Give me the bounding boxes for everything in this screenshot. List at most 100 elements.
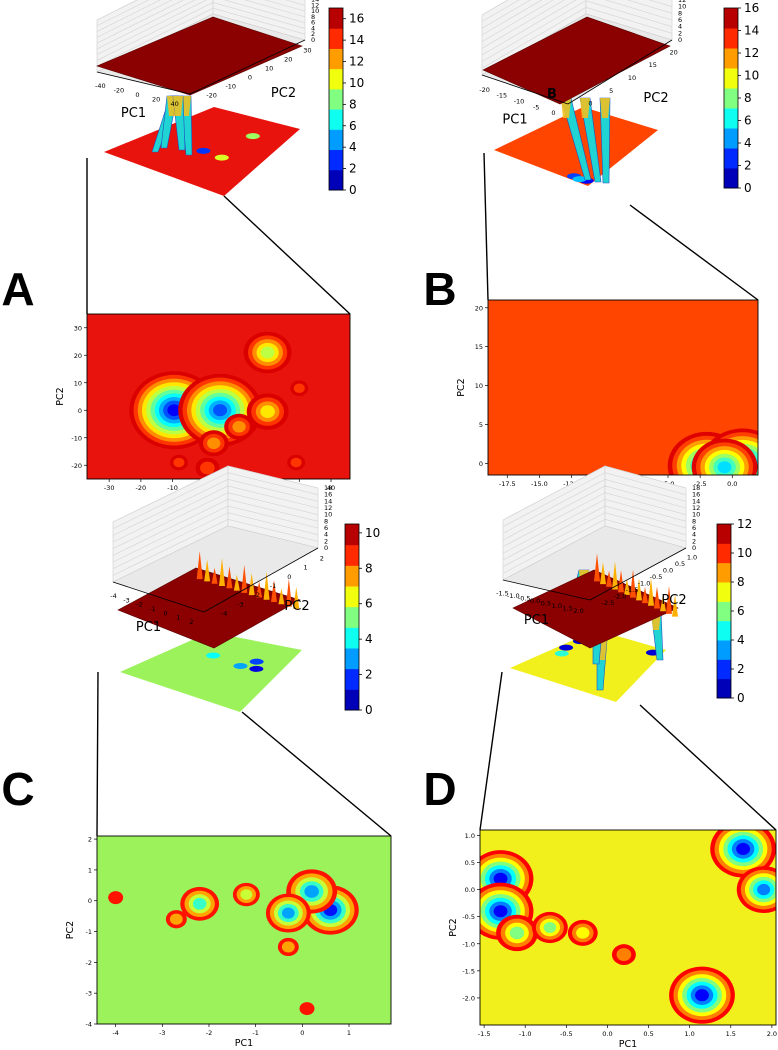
surface-3d: 024681012141618-20-15-10-5005101520PC1PC… bbox=[479, 0, 686, 186]
colorbar-band bbox=[724, 48, 738, 69]
colorbar-band bbox=[724, 8, 738, 29]
contour-wells bbox=[108, 869, 359, 1016]
z-tick-label: 10 bbox=[311, 7, 319, 15]
colorbar: 0 2 4 6 8 10 12 14 16 bbox=[328, 7, 364, 197]
contour-well bbox=[260, 405, 275, 418]
z-tick-label: 16 bbox=[324, 491, 332, 499]
z-gridline bbox=[112, 512, 319, 569]
colorbar-band bbox=[329, 129, 343, 151]
colorbar-tick-label: 0 bbox=[349, 183, 357, 197]
colorbar-band bbox=[345, 606, 359, 628]
colorbar-band bbox=[329, 88, 343, 110]
y-tick-label: 1 bbox=[304, 564, 308, 572]
x-tick-label: -2 bbox=[136, 601, 142, 609]
y-tick-label: -3 bbox=[237, 600, 243, 608]
surface-ridge bbox=[256, 581, 263, 598]
z-tick-label: 8 bbox=[678, 9, 682, 17]
surface-ridge bbox=[196, 551, 203, 580]
x-axis-line bbox=[112, 581, 205, 613]
surface-ridge bbox=[241, 564, 248, 593]
contour-well bbox=[260, 346, 275, 359]
contour-well bbox=[167, 404, 181, 417]
colorbar-tick-label: 0 bbox=[365, 703, 373, 717]
colorbar-band bbox=[345, 627, 359, 649]
x-axis-label: PC1 bbox=[235, 1038, 253, 1049]
colorbar-band bbox=[717, 601, 731, 622]
contour-well bbox=[281, 907, 295, 919]
x-tick-label: -17.5 bbox=[499, 480, 516, 488]
y-tick-label: 5 bbox=[609, 87, 613, 95]
panel-label: B bbox=[423, 263, 456, 315]
y-tick-label: 0.5 bbox=[675, 560, 685, 568]
y-tick-label: 2 bbox=[88, 836, 92, 844]
y-axis-label: PC2 bbox=[643, 91, 668, 106]
z-gridline bbox=[502, 485, 687, 541]
surface-ridge bbox=[226, 566, 233, 589]
colorbar-tick-label: 6 bbox=[744, 114, 752, 128]
x-tick-label: -20 bbox=[479, 86, 490, 94]
x-tick-label: -40 bbox=[95, 82, 106, 90]
y-tick-label: 15 bbox=[649, 61, 657, 69]
y-axis-line bbox=[567, 39, 673, 105]
y-tick-label: 0 bbox=[588, 100, 592, 108]
z-gridline bbox=[112, 479, 319, 536]
surface-ridge bbox=[271, 580, 277, 602]
y-tick-label: -1.5 bbox=[626, 586, 639, 594]
panel-label: C bbox=[1, 763, 34, 815]
x-tick-label: 1 bbox=[347, 1029, 351, 1037]
contour-well bbox=[304, 885, 319, 898]
z-tick-label: 12 bbox=[311, 1, 319, 9]
colorbar-band bbox=[345, 689, 359, 711]
z-gridline bbox=[112, 472, 319, 529]
y-tick-label: 0 bbox=[287, 573, 291, 581]
z-gridline bbox=[96, 7, 306, 67]
colorbar-tick-label: 6 bbox=[737, 604, 745, 618]
y-tick-label: -0.5 bbox=[462, 913, 475, 921]
x-tick-label: -1.0 bbox=[519, 1030, 532, 1038]
colorbar-band bbox=[329, 109, 343, 130]
colorbar-tick-label: 8 bbox=[365, 561, 373, 575]
z-gridline bbox=[96, 2, 306, 61]
z-gridline bbox=[96, 0, 306, 44]
y-tick-label: -1.0 bbox=[462, 940, 475, 948]
z-tick-label: 18 bbox=[324, 484, 332, 492]
colorbar-band bbox=[724, 128, 738, 149]
surface-ridge bbox=[285, 578, 292, 607]
y-tick-label: 30 bbox=[74, 324, 82, 332]
contour-well bbox=[290, 457, 302, 468]
colorbar-band bbox=[717, 640, 731, 660]
colorbar-band bbox=[329, 8, 343, 29]
z-tick-label: 6 bbox=[311, 19, 315, 27]
surface-ridge bbox=[612, 561, 618, 590]
z-tick-label: 14 bbox=[311, 0, 319, 4]
x-tick-label: 2.0 bbox=[767, 1030, 777, 1038]
z-tick-label: 0 bbox=[324, 544, 328, 552]
contour-well bbox=[240, 889, 253, 900]
y-tick-label: -1 bbox=[270, 582, 276, 590]
colorbar-tick-label: 2 bbox=[349, 162, 357, 176]
z-tick-label: 16 bbox=[692, 491, 700, 499]
floor-well bbox=[206, 652, 221, 659]
colorbar-tick-label: 4 bbox=[349, 140, 357, 154]
x-tick-label: -1 bbox=[149, 605, 155, 613]
x-tick-label: 40 bbox=[171, 100, 179, 108]
z-tick-label: 12 bbox=[324, 504, 332, 512]
z-gridline bbox=[112, 485, 319, 543]
z-gridline bbox=[481, 0, 673, 62]
panel-B: B024681012141618-20-15-10-5005101520PC1P… bbox=[423, 0, 759, 500]
colorbar-tick-label: 6 bbox=[365, 597, 373, 611]
surface-ridge bbox=[204, 559, 211, 582]
y-tick-label: 30 bbox=[303, 47, 311, 55]
x-tick-label: 0.0 bbox=[727, 480, 737, 488]
surface-plateau bbox=[117, 567, 301, 649]
surface-ridge bbox=[618, 570, 624, 593]
floor-well bbox=[214, 154, 229, 161]
colorbar-tick-label: 12 bbox=[349, 55, 364, 69]
surface-ridge bbox=[293, 586, 300, 609]
colorbar-band bbox=[717, 562, 731, 583]
colorbar-tick-label: 0 bbox=[744, 181, 752, 195]
contour-well bbox=[616, 948, 632, 961]
z-gridline bbox=[502, 505, 687, 561]
